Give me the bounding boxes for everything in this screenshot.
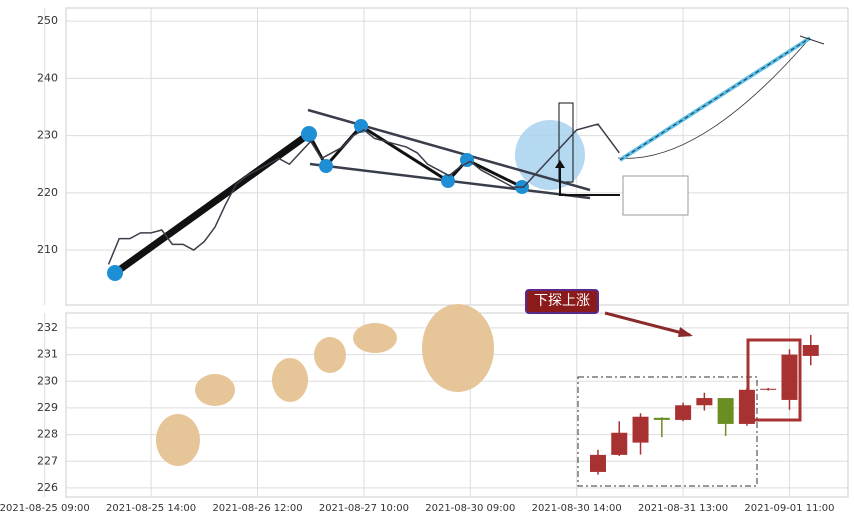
candle-body [653, 417, 670, 420]
decorations [156, 304, 494, 466]
y-tick-label: 210 [37, 243, 58, 256]
x-tick-label: 2021-09-01 11:00 [744, 503, 834, 514]
x-tick-label: 2021-08-27 10:00 [319, 503, 409, 514]
y-tick-label: 230 [37, 374, 58, 387]
drawings [107, 35, 825, 487]
candle-body [696, 398, 713, 406]
dash-box [577, 376, 758, 487]
candle-body [781, 354, 798, 400]
x-tick-label: 2021-08-30 09:00 [425, 503, 515, 514]
annotation-arrow-head [678, 327, 693, 337]
marks: 210 220 230 240 250 226 227 228 229 230 231 232 2021… [0, 14, 835, 514]
projection-dash [619, 37, 811, 161]
arrow [559, 162, 620, 196]
annotation-text: 下探上涨 [534, 293, 590, 309]
y-tick-label: 228 [37, 428, 58, 441]
candle-body [632, 416, 649, 443]
candle-body [611, 432, 628, 455]
candle-body [589, 454, 606, 472]
image-box [622, 175, 689, 216]
curve [617, 37, 811, 159]
red-box [746, 338, 802, 422]
arrow-head [555, 160, 565, 168]
candle-body [738, 389, 755, 424]
y-tick-label: 250 [37, 14, 58, 27]
y-tick-label: 231 [37, 348, 58, 361]
y-tick-label: 229 [37, 401, 58, 414]
y-tick-label: 232 [37, 321, 58, 334]
candle-body [760, 388, 777, 390]
trend-line [112, 131, 312, 276]
y-tick-label: 230 [37, 129, 58, 142]
x-tick-label: 2021-08-30 14:00 [532, 503, 622, 514]
candle-body [675, 405, 692, 420]
y-tick-label: 227 [37, 454, 58, 467]
y-tick-label: 226 [37, 481, 58, 494]
annotation-arrow [604, 311, 691, 337]
x-tick-label: 2021-08-25 09:00 [0, 503, 90, 514]
top-panel [65, 7, 849, 306]
y-tick-label: 220 [37, 186, 58, 199]
tick [799, 35, 825, 45]
x-tick-label: 2021-08-25 14:00 [106, 503, 196, 514]
annotation-box [525, 289, 599, 314]
x-tick-label: 2021-08-26 12:00 [212, 503, 302, 514]
price-line [107, 123, 620, 265]
candle-body [717, 398, 734, 424]
candle-body [802, 345, 819, 356]
y-tick-label: 240 [37, 71, 58, 84]
x-tick-label: 2021-08-31 13:00 [638, 503, 728, 514]
